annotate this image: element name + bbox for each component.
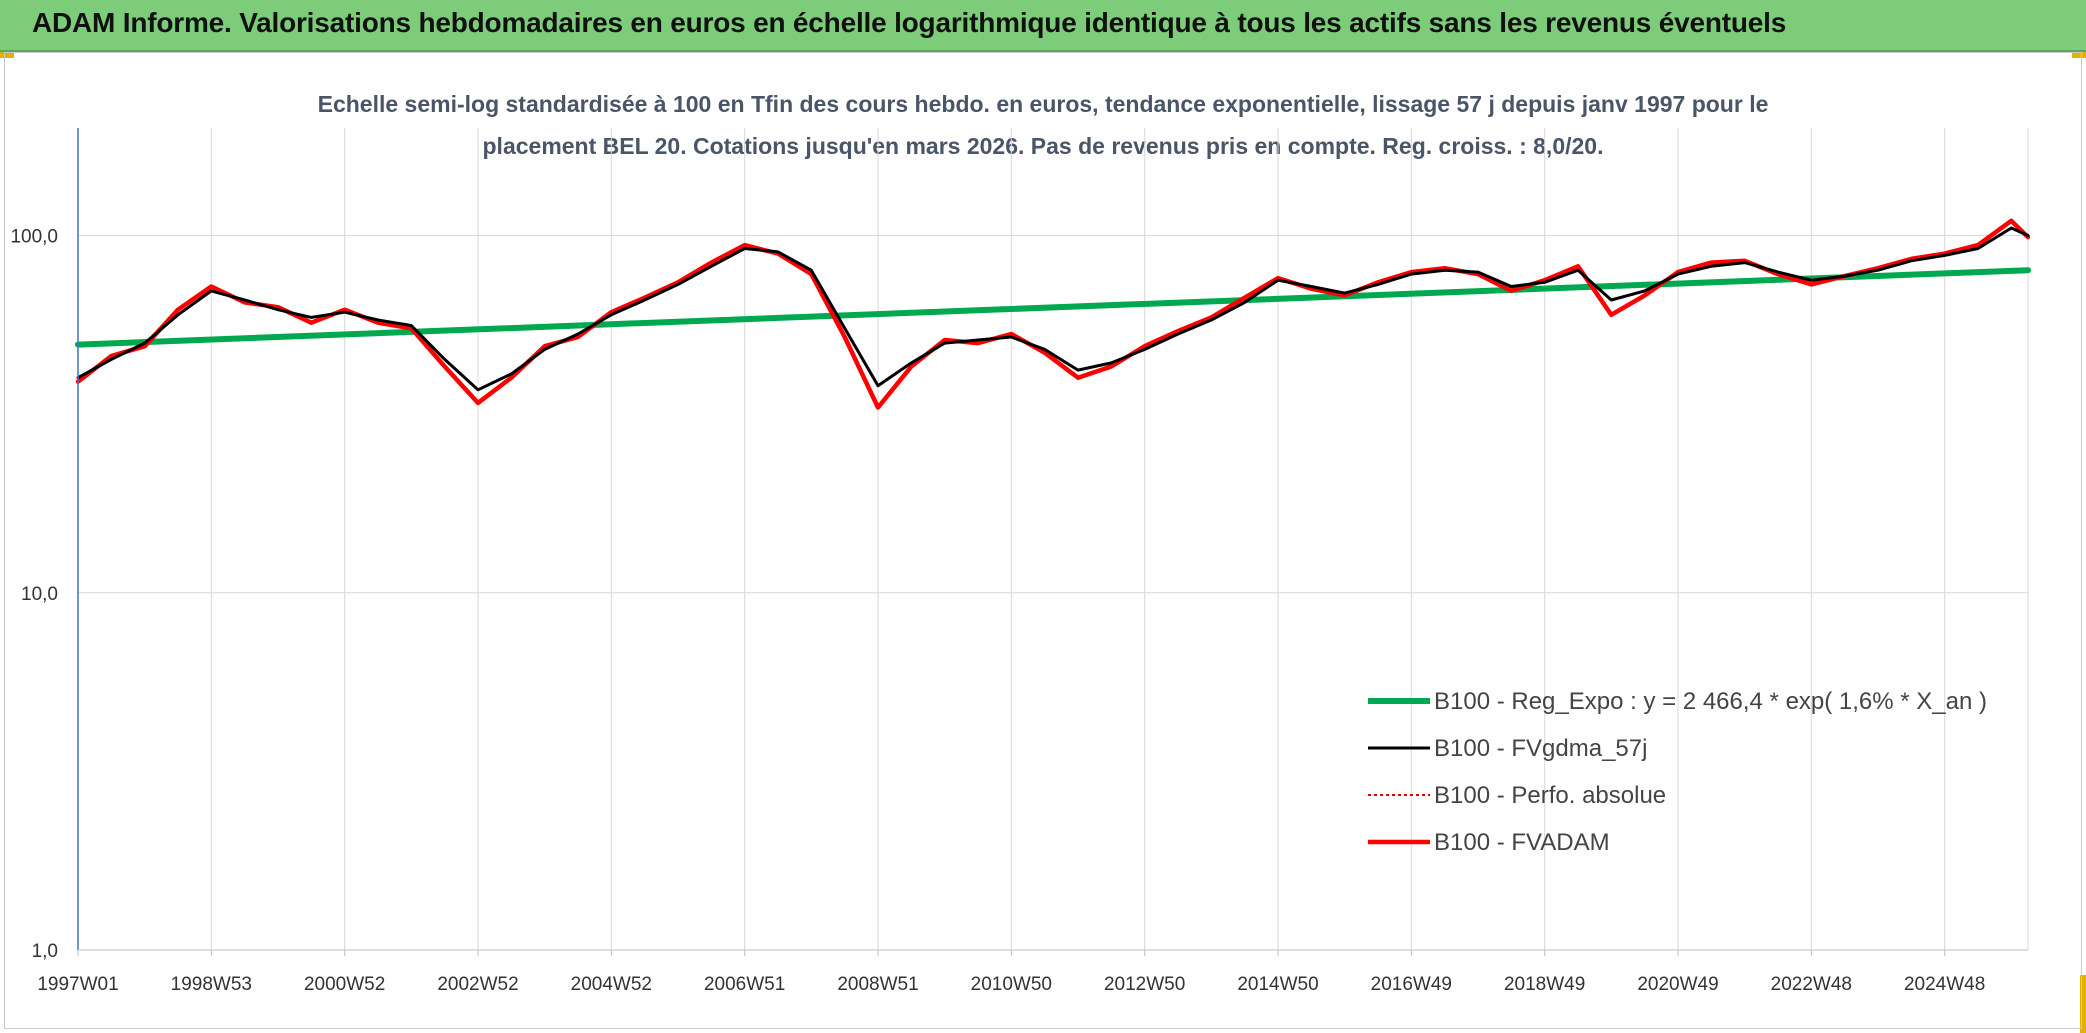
x-tick-label: 2002W52 (437, 974, 518, 995)
fvadam-line (75, 218, 2031, 410)
grid-layer (78, 128, 2029, 951)
x-tick-label: 2016W49 (1371, 974, 1452, 995)
y-tick-label: 10,0 (21, 584, 58, 605)
y-tick-label: 100,0 (10, 227, 58, 248)
x-tick-label: 2014W50 (1237, 974, 1318, 995)
legend-label: B100 - FVADAM (1434, 829, 1610, 856)
chart-title-line-1: Echelle semi-log standardisée à 100 en T… (317, 91, 1769, 117)
x-tick-label: 2012W50 (1104, 974, 1185, 995)
x-tick-label: 2024W48 (1904, 974, 1985, 995)
legend-label: B100 - Reg_Expo : y = 2 466,4 * exp( 1,6… (1434, 688, 1987, 715)
chart-frame (4, 52, 2082, 1029)
legend: B100 - Reg_Expo : y = 2 466,4 * exp( 1,6… (1368, 688, 1987, 856)
legend-label: B100 - Perfo. absolue (1434, 782, 1666, 809)
report-banner: ADAM Informe. Valorisations hebdomadaire… (0, 0, 2086, 52)
corner-marker-bottom-right (2080, 975, 2086, 1033)
x-tick-label: 1998W53 (171, 974, 252, 995)
corner-marker-top-left (0, 52, 14, 58)
x-tick-label: 2010W50 (971, 974, 1052, 995)
legend-label: B100 - FVgdma_57j (1434, 735, 1647, 762)
x-tick-label: 2000W52 (304, 974, 385, 995)
smoothed-fv-line (76, 226, 2030, 392)
y-tick-label: 1,0 (32, 941, 58, 962)
regression-trend-line (75, 267, 2031, 348)
corner-marker-top-right (2072, 52, 2086, 58)
x-tick-label: 2008W51 (837, 974, 918, 995)
x-tick-label: 2022W48 (1771, 974, 1852, 995)
x-tick-label: 2020W49 (1637, 974, 1718, 995)
x-tick-label: 2018W49 (1504, 974, 1585, 995)
axis-layer: 1,0 10,0 100,0 1997W01 1998W53 2000W52 2002W52… (10, 128, 2028, 995)
x-tick-label: 2006W51 (704, 974, 785, 995)
series-layer (75, 218, 2031, 410)
absolute-performance-line (77, 219, 2029, 409)
chart-title-line-2: placement BEL 20. Cotations jusqu'en mar… (482, 133, 1604, 159)
x-tick-label: 2004W52 (571, 974, 652, 995)
report-title: ADAM Informe. Valorisations hebdomadaire… (32, 7, 1787, 38)
x-tick-label: 1997W01 (37, 974, 118, 995)
